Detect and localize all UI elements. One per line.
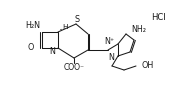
Text: COO⁻: COO⁻ <box>64 63 84 72</box>
Text: NH₂: NH₂ <box>131 25 146 34</box>
Text: S: S <box>74 15 80 23</box>
Text: O: O <box>28 44 34 53</box>
Text: N⁺: N⁺ <box>104 38 114 46</box>
Text: H: H <box>62 24 67 30</box>
Text: OH: OH <box>142 61 154 70</box>
Text: H₂N: H₂N <box>25 21 40 30</box>
Text: N: N <box>108 54 114 62</box>
Text: N: N <box>49 47 55 56</box>
Text: HCl: HCl <box>151 13 165 22</box>
